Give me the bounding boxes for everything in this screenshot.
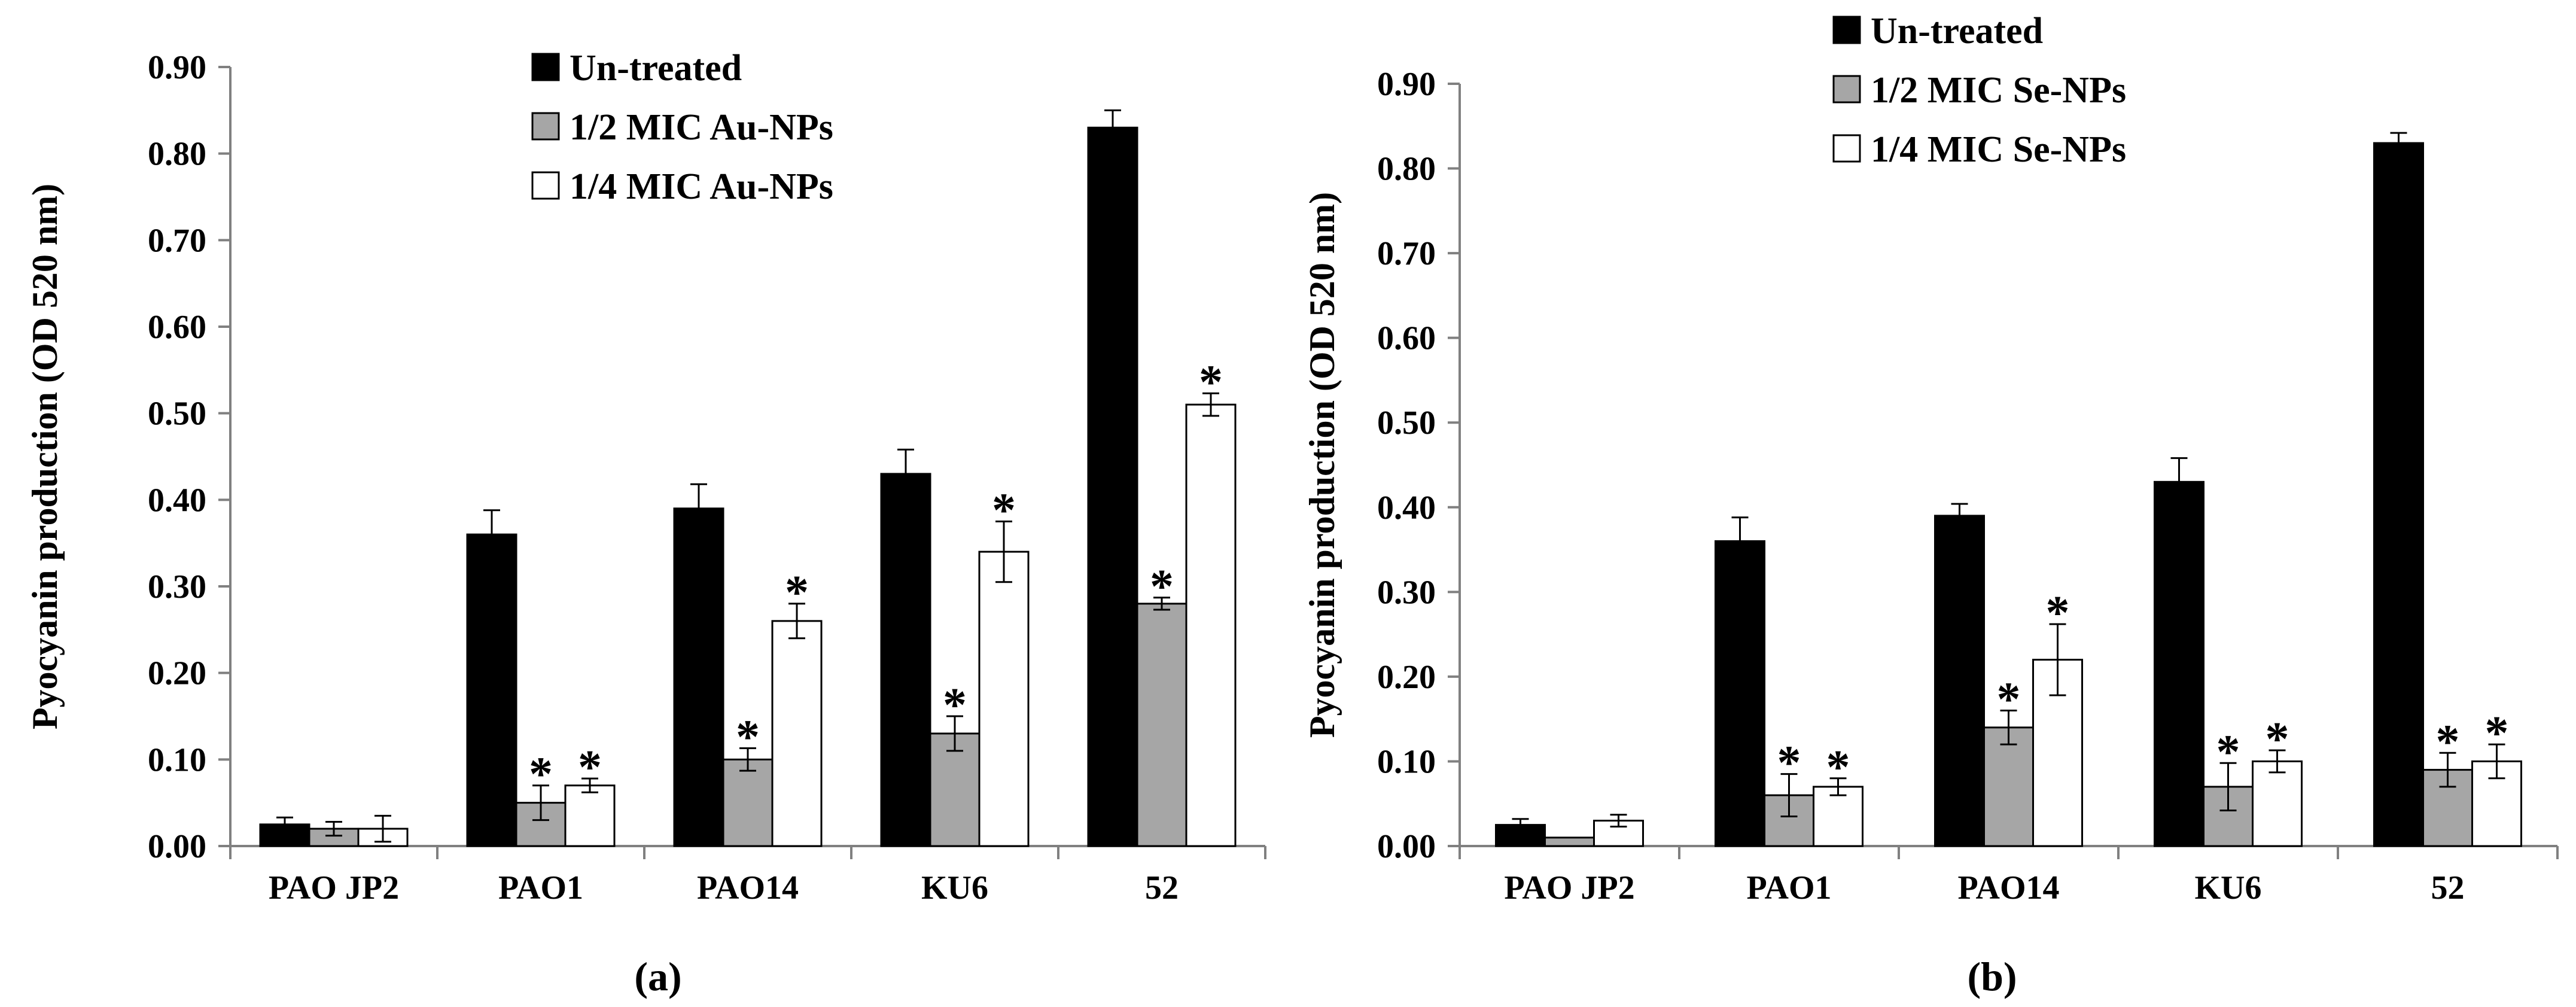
legend-swatch [1832, 75, 1861, 104]
significance-marker: * [2266, 713, 2289, 766]
legend-swatch [531, 171, 560, 200]
significance-marker: * [736, 711, 760, 764]
y-tick-label: 0.10 [148, 741, 206, 778]
significance-marker: * [1997, 674, 2021, 726]
significance-marker: * [992, 485, 1016, 537]
bar [2154, 480, 2204, 847]
x-tick-label: KU6 [2195, 869, 2262, 906]
y-tick-label: 0.80 [1377, 151, 1436, 188]
bar [771, 620, 823, 847]
x-tick-label: PAO1 [1746, 869, 1831, 906]
x-tick-label: KU6 [921, 869, 988, 906]
bar [1136, 603, 1187, 847]
bar [2252, 760, 2303, 847]
legend-label: Un-treated [1871, 11, 2043, 51]
bar [1715, 540, 1765, 847]
significance-marker: * [1826, 741, 1850, 794]
x-tick-label: PAO14 [697, 869, 799, 906]
significance-marker: * [1199, 356, 1223, 409]
x-tick-label: PAO JP2 [1504, 869, 1634, 906]
y-tick-label: 0.70 [1377, 235, 1436, 272]
bar [673, 507, 724, 847]
panel-label: (a) [634, 954, 681, 999]
bar [1087, 126, 1138, 847]
significance-marker: * [2216, 726, 2240, 778]
bar [978, 550, 1030, 847]
y-tick-label: 0.50 [1377, 404, 1436, 442]
significance-marker: * [578, 741, 602, 794]
x-tick-label: 52 [2431, 869, 2465, 906]
bar [2373, 142, 2424, 847]
significance-marker: * [1777, 737, 1801, 790]
significance-marker: * [2485, 707, 2509, 760]
legend-swatch [1832, 16, 1861, 44]
y-tick-label: 0.20 [1377, 659, 1436, 696]
bar [1185, 403, 1237, 847]
y-tick-label: 0.90 [1377, 66, 1436, 103]
chart-panel-b: 0.00 0.10 0.20 0.30 0.40 0.50 0.60 0.70 0.80 0.90… [1302, 11, 2559, 999]
y-tick-label: 0.70 [148, 222, 206, 259]
y-tick-label: 0.50 [148, 396, 206, 433]
legend-label: 1/2 MIC Se-NPs [1871, 70, 2126, 111]
y-tick-label: 0.90 [148, 49, 206, 86]
y-tick-label: 0.10 [1377, 743, 1436, 780]
bar [1813, 786, 1864, 847]
chart-panel-a: 0.00 0.10 0.20 0.30 0.40 0.50 0.60 0.70 0.80 0.90… [25, 48, 1266, 999]
legend-label: 1/4 MIC Se-NPs [1871, 129, 2126, 170]
x-tick-label: PAO1 [498, 869, 583, 906]
legend-swatch [531, 53, 560, 81]
y-tick-label: 0.00 [1377, 828, 1436, 865]
y-axis-title: Pyocyanin production (OD 520 nm) [1302, 192, 1342, 738]
y-axis-title: Pyocyanin production (OD 520 nm) [25, 184, 65, 729]
x-tick-label: PAO JP2 [269, 869, 399, 906]
y-tick-label: 0.40 [1377, 489, 1436, 527]
significance-marker: * [943, 679, 967, 732]
legend-label: Un-treated [570, 48, 742, 89]
y-tick-label: 0.60 [148, 309, 206, 346]
significance-marker: * [2436, 716, 2460, 768]
panel-label: (b) [1967, 954, 2017, 999]
x-tick-label: PAO14 [1957, 869, 2059, 906]
legend-swatch [1832, 134, 1861, 163]
y-tick-label: 0.30 [148, 568, 206, 606]
x-tick-label: 52 [1145, 869, 1179, 906]
y-tick-label: 0.40 [148, 482, 206, 519]
legend-swatch [531, 112, 560, 141]
legend-label: 1/4 MIC Au-NPs [570, 166, 833, 207]
bar [466, 533, 517, 847]
bar [1544, 836, 1595, 847]
y-tick-label: 0.60 [1377, 320, 1436, 357]
bar [1934, 515, 1985, 847]
y-tick-label: 0.30 [1377, 574, 1436, 611]
significance-marker: * [1150, 561, 1174, 613]
bar [880, 473, 931, 847]
significance-marker: * [529, 749, 553, 801]
bar [1983, 726, 2034, 847]
y-tick-label: 0.00 [148, 828, 206, 865]
bar [929, 732, 981, 847]
legend-label: 1/2 MIC Au-NPs [570, 107, 833, 148]
y-tick-label: 0.80 [148, 136, 206, 173]
significance-marker: * [785, 567, 809, 619]
bar [564, 784, 616, 847]
y-tick-label: 0.20 [148, 655, 206, 692]
bar [722, 758, 774, 847]
significance-marker: * [2046, 587, 2070, 640]
